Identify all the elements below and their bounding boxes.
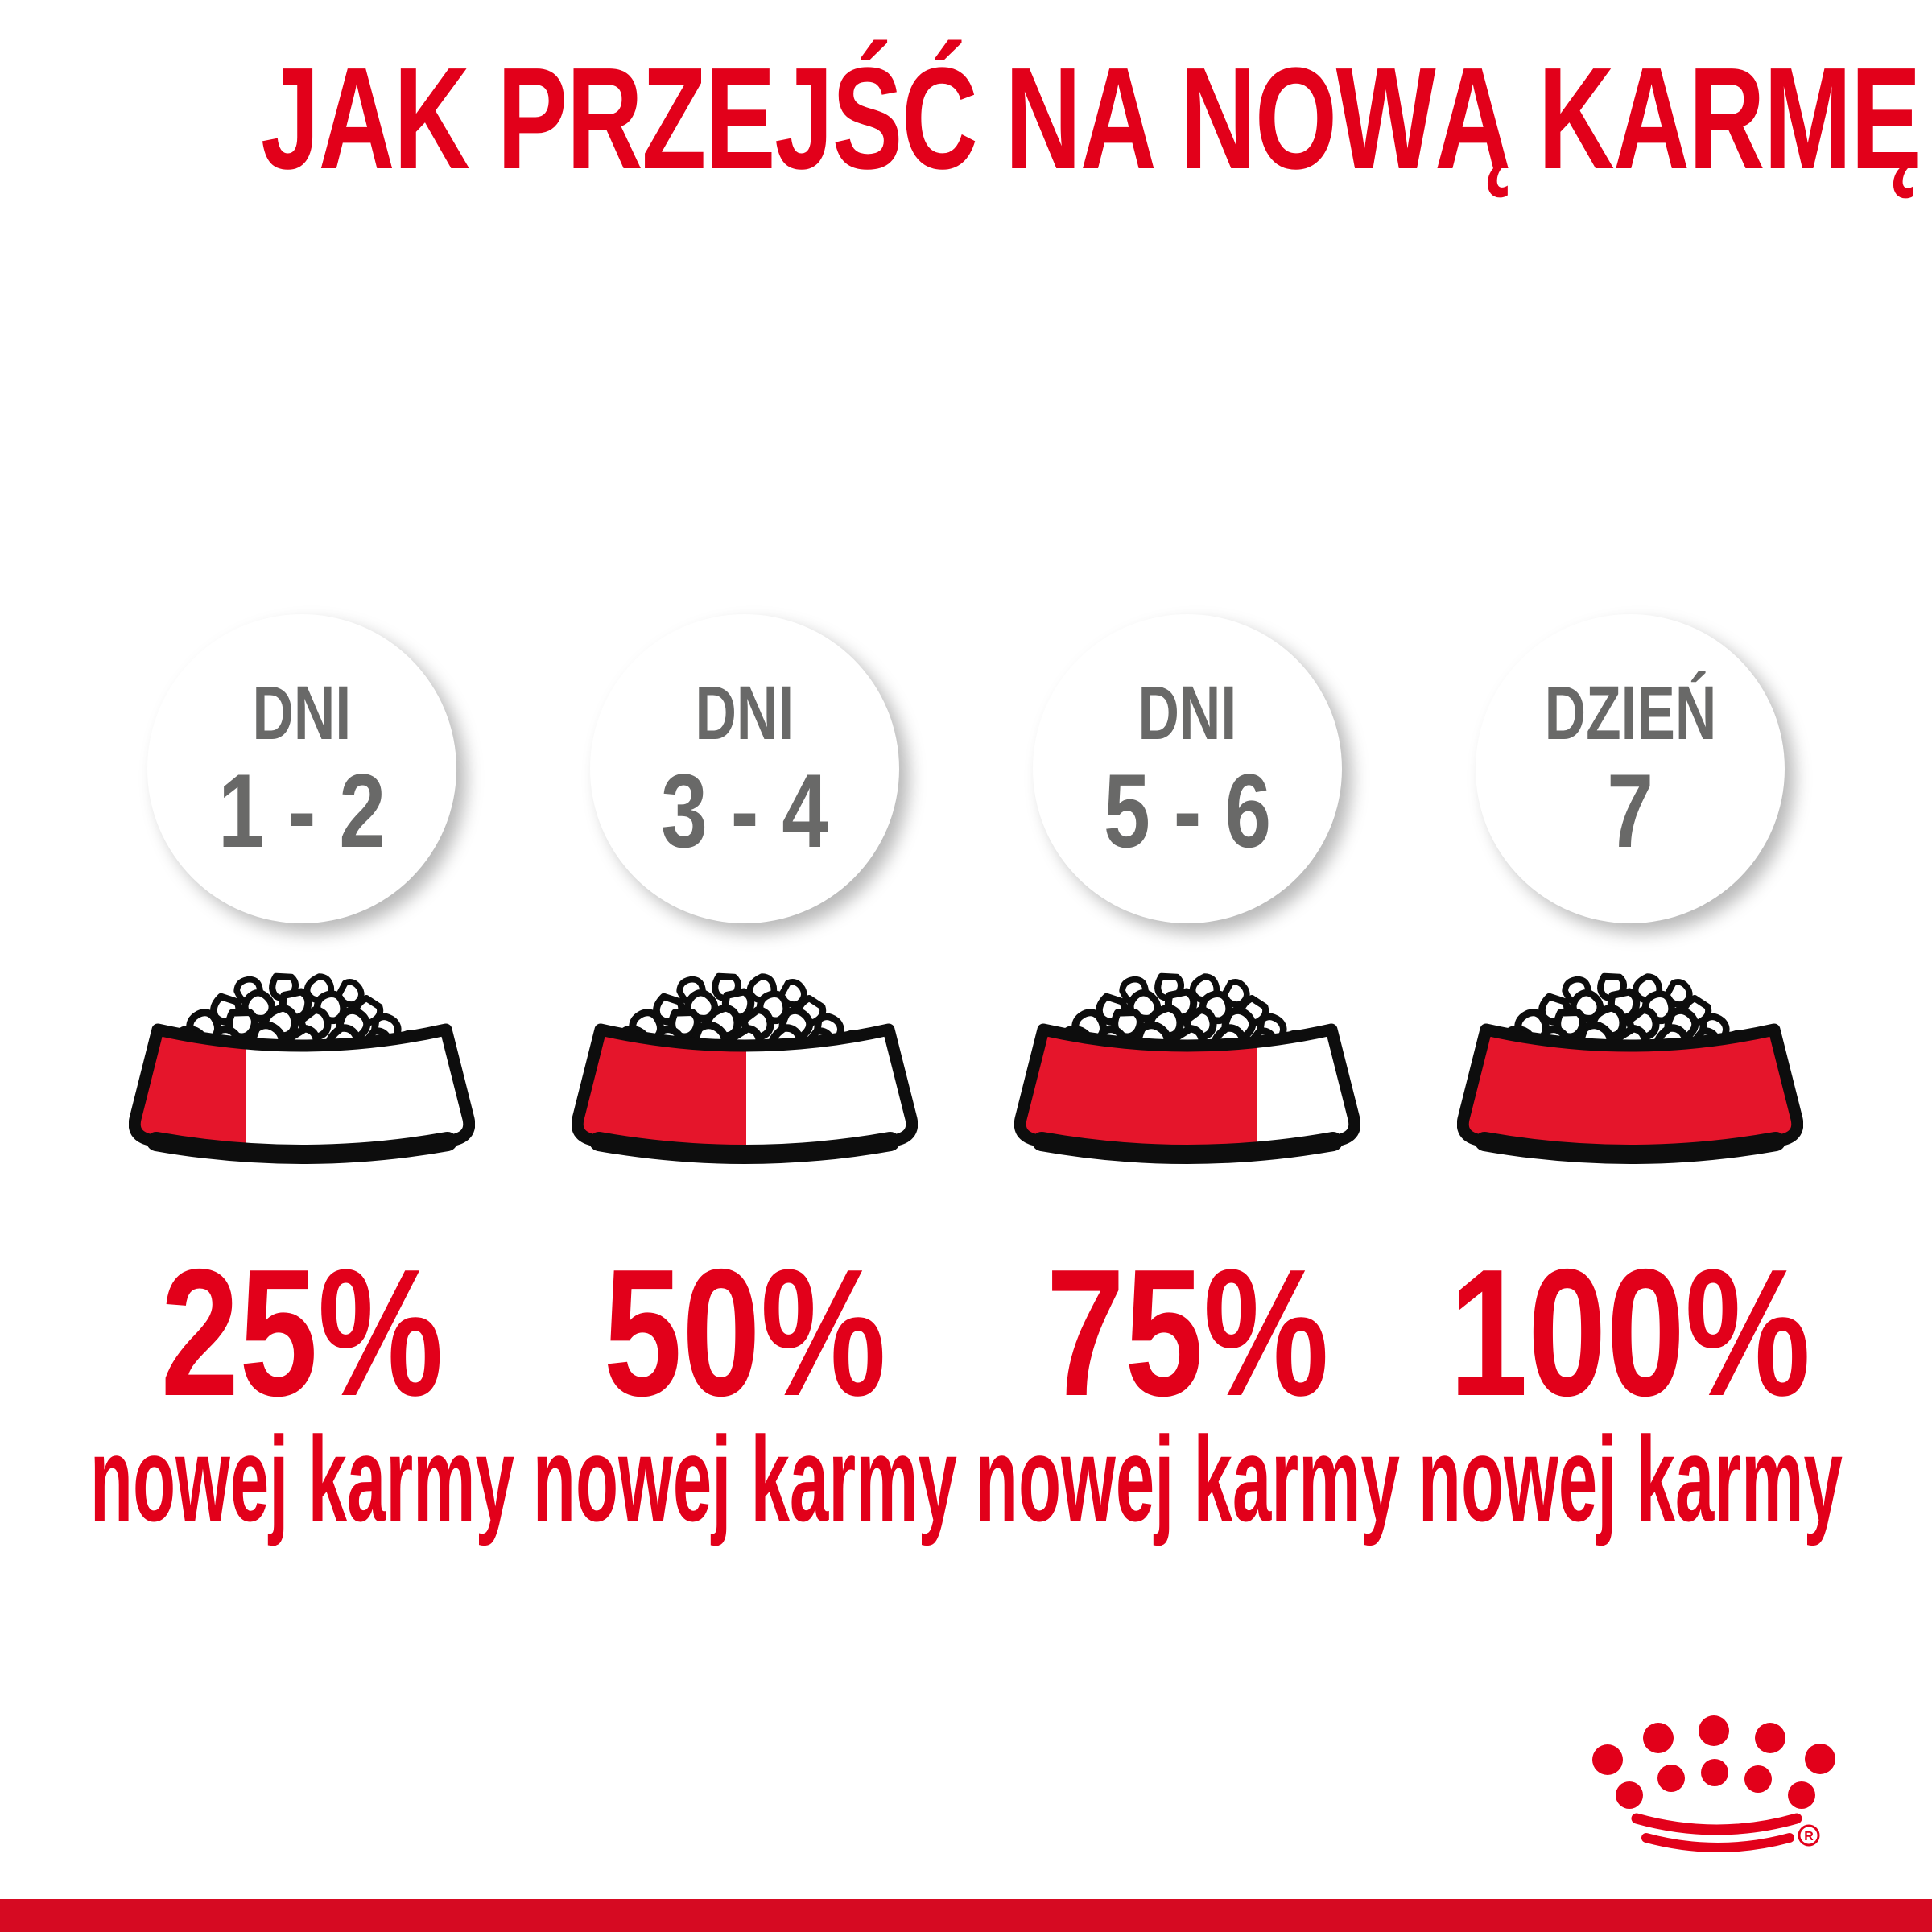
day-circle: DZIEŃ 7 <box>1476 614 1785 923</box>
percent-value: 75% <box>1046 1231 1329 1434</box>
percent-value: 50% <box>603 1231 886 1434</box>
step-column-day-7: DZIEŃ 7 100% nowej karmy <box>1409 614 1852 1539</box>
day-range: 7 <box>1607 751 1653 869</box>
royal-canin-crown-logo: R <box>1592 1715 1835 1852</box>
step-column-days-5-6: DNI 5 - 6 75% nowej karmy <box>966 614 1409 1539</box>
day-circle: DNI 5 - 6 <box>1033 614 1342 923</box>
day-period-label: DNI <box>1137 670 1237 756</box>
percent-value: 25% <box>160 1231 444 1434</box>
bottom-red-strip <box>0 1899 1932 1932</box>
day-circle: DNI 3 - 4 <box>590 614 899 923</box>
percent-value: 100% <box>1449 1231 1811 1434</box>
food-bowl-graphic <box>1014 970 1360 1164</box>
day-circle: DNI 1 - 2 <box>147 614 456 923</box>
day-range: 1 - 2 <box>217 751 386 869</box>
registered-trademark: R <box>1798 1824 1820 1847</box>
percent-caption: nowej karmy <box>975 1411 1400 1546</box>
headline: JAK PRZEJŚĆ NA NOWĄ KARMĘ <box>261 38 1922 200</box>
day-range: 5 - 6 <box>1103 751 1272 869</box>
day-period-label: DNI <box>252 670 352 756</box>
day-range: 3 - 4 <box>660 751 829 869</box>
food-bowl-graphic <box>572 970 918 1164</box>
percent-caption: nowej karmy <box>532 1411 957 1546</box>
step-column-days-3-4: DNI 3 - 4 50% nowej karmy <box>523 614 966 1539</box>
svg-text:R: R <box>1804 1830 1814 1843</box>
percent-caption: nowej karmy <box>1418 1411 1843 1546</box>
step-column-days-1-2: DNI 1 - 2 25% nowej karmy <box>80 614 523 1539</box>
day-period-label: DNI <box>695 670 795 756</box>
food-bowl-graphic <box>1457 970 1803 1164</box>
percent-caption: nowej karmy <box>89 1411 514 1546</box>
food-bowl-graphic <box>129 970 475 1164</box>
day-period-label: DZIEŃ <box>1544 670 1716 756</box>
transition-steps: DNI 1 - 2 25% nowej karmy DNI 3 - 4 50% … <box>0 614 1932 1539</box>
